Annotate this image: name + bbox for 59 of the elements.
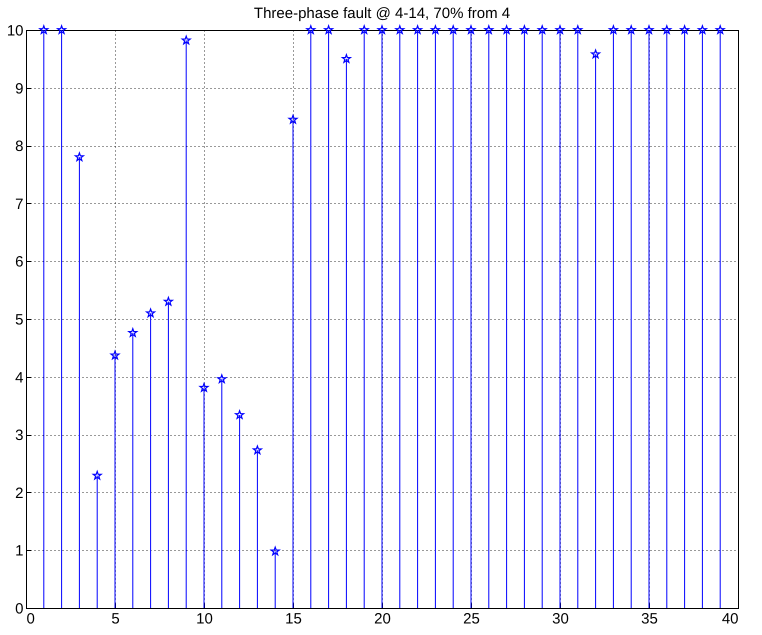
x-tick-label: 25	[463, 610, 480, 628]
point	[182, 36, 191, 44]
y-tick-label: 2	[15, 484, 24, 502]
point	[520, 25, 529, 34]
x-tick-label: 40	[722, 610, 738, 628]
point	[698, 25, 707, 34]
y-tick-label: 3	[15, 427, 24, 444]
y-tick-label: 5	[15, 312, 24, 328]
point	[57, 25, 66, 34]
x-tick-label: 0	[26, 610, 35, 628]
point	[110, 350, 120, 360]
y-tick-label: 8	[15, 138, 24, 156]
point	[484, 25, 494, 34]
x-tick-label: 5	[111, 610, 120, 628]
point	[164, 296, 173, 306]
point	[608, 25, 618, 34]
point	[270, 546, 280, 556]
x-tick-label: 35	[641, 610, 658, 628]
y-tick-label: 6	[15, 254, 24, 271]
point	[288, 114, 298, 124]
point	[430, 25, 440, 34]
y-tick-label: 4	[15, 369, 24, 386]
point	[716, 25, 725, 34]
point	[538, 25, 547, 34]
point	[448, 25, 458, 34]
point	[342, 54, 351, 63]
point	[662, 25, 672, 34]
y-tick-label: 1	[15, 542, 24, 560]
point	[377, 25, 387, 34]
point	[39, 25, 48, 34]
point	[235, 410, 244, 419]
point	[466, 25, 476, 34]
point	[306, 25, 316, 34]
y-tick-label: 9	[15, 80, 24, 98]
point	[217, 374, 226, 384]
point	[395, 25, 404, 34]
y-tick-label: 7	[15, 196, 24, 213]
point	[324, 25, 334, 34]
point	[146, 308, 156, 318]
point	[644, 25, 654, 34]
point	[573, 25, 582, 34]
point	[413, 25, 422, 34]
x-tick-label: 20	[374, 610, 391, 628]
point	[360, 25, 369, 34]
point	[555, 25, 565, 34]
x-tick-label: 10	[196, 610, 213, 628]
point	[199, 383, 209, 392]
point	[502, 25, 512, 34]
point	[128, 328, 138, 337]
point	[680, 25, 690, 34]
point	[74, 152, 84, 162]
point	[252, 445, 262, 454]
point	[591, 49, 600, 58]
chart-title: Three-phase fault @ 4-14, 70% from 4	[254, 5, 510, 22]
x-tick-label: 30	[552, 610, 569, 628]
point	[92, 470, 102, 480]
y-tick-label: 10	[6, 22, 24, 40]
x-tick-label: 15	[285, 610, 302, 628]
point	[626, 25, 636, 34]
